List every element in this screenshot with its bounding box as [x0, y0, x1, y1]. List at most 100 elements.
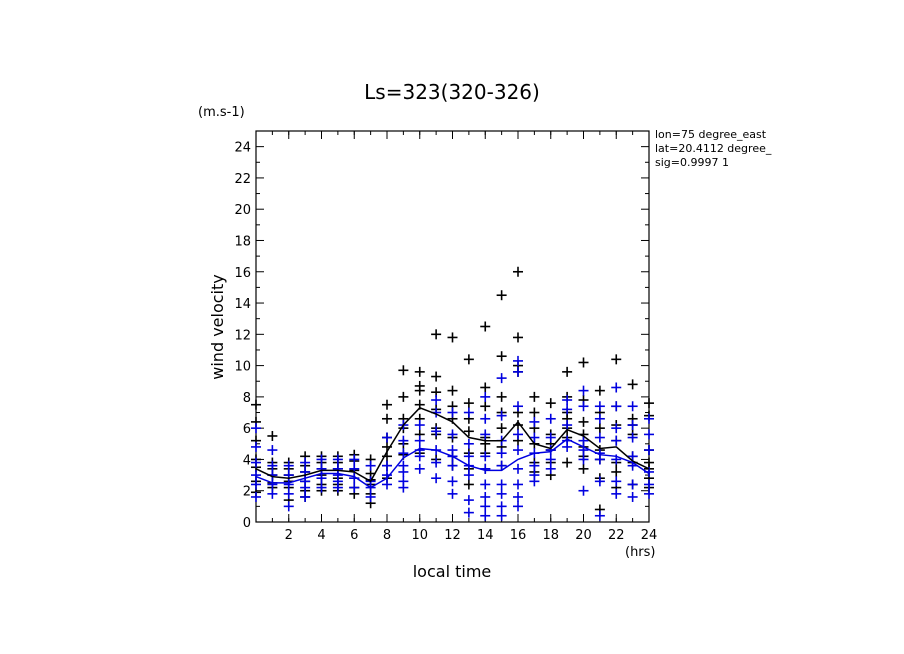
black-point — [447, 332, 458, 343]
blue-point — [496, 448, 507, 459]
blue-point — [513, 429, 523, 440]
blue-point — [251, 423, 261, 434]
y-unit-label: (m.s-1) — [198, 105, 245, 120]
black-point — [480, 321, 491, 332]
blue-point — [611, 401, 622, 412]
blue-point — [513, 501, 523, 512]
blue-point — [644, 488, 654, 499]
y-tick-label: 14 — [234, 297, 251, 312]
blue-point — [382, 460, 392, 471]
black-point — [578, 463, 589, 474]
black-point — [431, 329, 442, 340]
x-axis-label: local time — [413, 562, 492, 581]
blue-point — [562, 395, 573, 406]
blue-point — [283, 479, 294, 490]
blue-point — [480, 391, 491, 402]
black-point — [463, 398, 474, 409]
black-point — [382, 413, 392, 424]
blue-point — [316, 473, 327, 484]
blue-point — [644, 429, 654, 440]
y-tick-label: 20 — [234, 203, 251, 218]
x-tick-label: 18 — [542, 528, 559, 543]
blue-point — [513, 355, 523, 366]
x-tick-label: 16 — [510, 528, 527, 543]
black-point — [463, 354, 474, 365]
blue-point — [594, 401, 605, 412]
blue-point — [463, 438, 474, 449]
blue-point — [447, 460, 458, 471]
blue-point — [496, 373, 507, 384]
blue-point — [513, 401, 523, 412]
black-point — [496, 423, 507, 434]
blue-point — [300, 457, 311, 468]
annotation-lat: lat=20.4112 degree_ — [655, 142, 772, 155]
black-point — [529, 407, 540, 418]
blue-point — [513, 463, 523, 474]
blue-point — [365, 491, 376, 502]
blue-point — [463, 507, 474, 518]
blue-point — [463, 451, 474, 462]
chart-title: Ls=323(320-326) — [364, 80, 540, 104]
blue-point — [644, 479, 654, 490]
black-point — [480, 401, 491, 412]
blue-point — [251, 441, 261, 452]
black-point — [431, 371, 442, 382]
blue-point — [463, 407, 474, 418]
blue-point — [513, 445, 523, 456]
black-point — [267, 430, 278, 441]
black-point — [463, 479, 474, 490]
blue-point — [300, 482, 311, 493]
black-point — [578, 416, 589, 427]
black-point — [414, 366, 425, 377]
blue-point — [545, 463, 556, 474]
y-tick-label: 24 — [234, 141, 251, 156]
blue-point — [480, 429, 491, 440]
black-mean-line — [255, 406, 650, 483]
x-tick-label: 20 — [575, 528, 592, 543]
black-point — [251, 399, 261, 410]
blue-point — [349, 454, 360, 465]
y-tick-label: 18 — [234, 234, 251, 249]
x-tick-label: 2 — [285, 528, 293, 543]
blue-point — [414, 451, 425, 462]
blue-point — [529, 476, 540, 487]
blue-point — [578, 485, 589, 496]
blue-point — [496, 501, 507, 512]
blue-point — [594, 510, 605, 521]
blue-point — [267, 445, 278, 456]
blue-point — [431, 395, 442, 406]
blue-point — [562, 404, 573, 415]
blue-point — [529, 416, 540, 427]
x-tick-label: 8 — [383, 528, 391, 543]
blue-point — [594, 476, 605, 487]
blue-point — [332, 454, 343, 465]
black-point — [594, 423, 605, 434]
axis-ticks: 2 4 6 8 10 12 14 16 18 20 22 2402468101214161820222… — [234, 131, 657, 543]
blue-point — [398, 435, 409, 446]
blue-point — [414, 420, 425, 431]
black-point — [414, 385, 425, 396]
blue-point — [496, 460, 507, 471]
black-point — [496, 351, 507, 362]
blue-point — [251, 479, 261, 490]
black-point — [611, 354, 622, 365]
blue-point — [480, 479, 491, 490]
y-tick-label: 16 — [234, 266, 251, 281]
blue-point — [283, 501, 294, 512]
x-tick-label: 6 — [350, 528, 358, 543]
black-point — [545, 398, 556, 409]
black-point — [398, 391, 409, 402]
blue-point — [316, 463, 327, 474]
blue-point — [644, 413, 654, 424]
blue-point — [447, 476, 458, 487]
blue-point — [349, 482, 360, 493]
blue-point — [332, 482, 343, 493]
y-tick-label: 6 — [243, 422, 251, 437]
blue-point — [447, 429, 458, 440]
black-point — [562, 457, 573, 468]
blue-point — [382, 432, 392, 443]
blue-point — [480, 413, 491, 424]
black-point — [562, 366, 573, 377]
black-point — [447, 385, 458, 396]
